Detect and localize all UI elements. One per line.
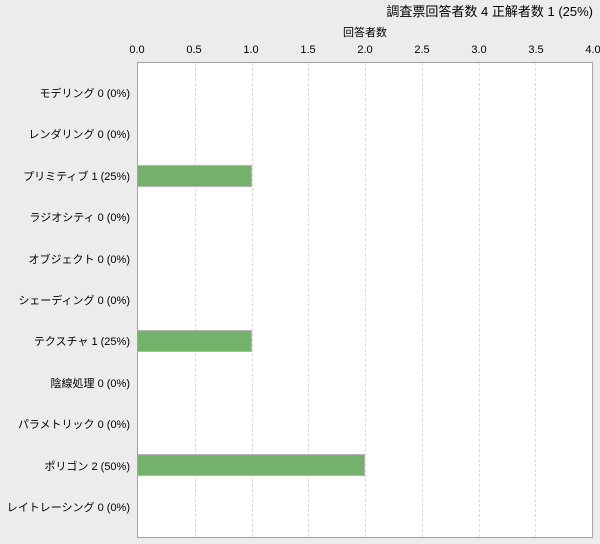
category-label: モデリング 0 (0%)	[39, 87, 130, 100]
bar	[138, 454, 365, 477]
bar-row	[138, 321, 592, 362]
x-tick-label: 0.5	[186, 44, 202, 56]
category-label: テクスチャ 1 (25%)	[33, 336, 130, 349]
bar-row	[138, 403, 592, 444]
chart-title: 調査票回答者数 4 正解者数 1 (25%)	[386, 4, 593, 19]
gridline	[365, 63, 366, 537]
bar	[138, 165, 252, 188]
x-tick-label: 3.0	[471, 44, 487, 56]
category-label: レンダリング 0 (0%)	[28, 129, 130, 142]
gridline	[308, 63, 310, 537]
category-label: オブジェクト 0 (0%)	[28, 253, 130, 266]
x-tick-label: 0.0	[129, 44, 145, 56]
x-tick-label: 1.0	[243, 44, 259, 56]
gridline	[194, 63, 196, 537]
bar-row	[138, 486, 592, 527]
bar-row	[138, 444, 592, 485]
category-label: ポリゴン 2 (50%)	[44, 460, 130, 473]
bar-row	[138, 362, 592, 403]
x-axis-title: 回答者数	[343, 27, 387, 39]
x-tick-label: 3.5	[528, 44, 544, 56]
gridline	[421, 63, 423, 537]
x-tick-label: 1.5	[300, 44, 316, 56]
bar-row	[138, 197, 592, 238]
x-tick-label: 4.0	[585, 44, 600, 56]
bar-row	[138, 73, 592, 114]
bar	[138, 330, 252, 353]
bar-row	[138, 156, 592, 197]
category-label: プリミティブ 1 (25%)	[23, 170, 130, 183]
category-axis-labels: モデリング 0 (0%) レンダリング 0 (0%) プリミティブ 1 (25%) ラ…	[0, 62, 130, 538]
category-label: パラメトリック 0 (0%)	[17, 419, 130, 432]
category-label: レイトレーシング 0 (0%)	[6, 502, 130, 515]
bar-rows	[138, 63, 592, 537]
gridline	[535, 63, 537, 537]
x-tick-label: 2.5	[414, 44, 430, 56]
gridline	[478, 63, 480, 537]
bar-row	[138, 238, 592, 279]
category-label: ラジオシティ 0 (0%)	[29, 212, 130, 225]
bar-row	[138, 114, 592, 155]
gridline	[251, 63, 253, 537]
bar-row	[138, 279, 592, 320]
category-label: シェーディング 0 (0%)	[18, 294, 130, 307]
category-label: 陰線処理 0 (0%)	[50, 377, 130, 390]
plot-area	[137, 62, 593, 538]
x-axis-tick-labels: 0.0 0.5 1.0 1.5 2.0 2.5 3.0 3.5 4.0	[129, 44, 600, 58]
x-tick-label: 2.0	[357, 44, 373, 56]
